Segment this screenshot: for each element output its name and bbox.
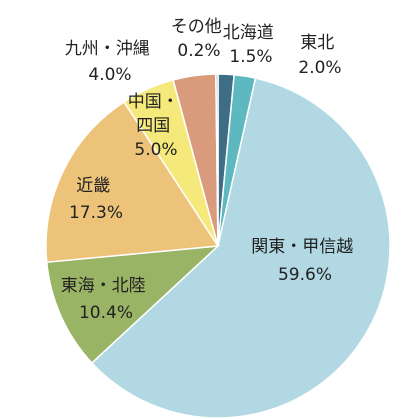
slice-label-kinki: 近畿 17.3% [69, 176, 123, 223]
slice-name-kanto-koshinetsu: 関東・甲信越 [251, 237, 353, 257]
slice-label-tokai-hokuriku: 東海・北陸 10.4% [61, 276, 151, 323]
slice-value-kinki: 17.3% [69, 203, 123, 223]
pie-labels: 北海道 1.5% 東北 2.0% 関東・甲信越 59.6% 東海・北陸 10.4… [61, 17, 358, 323]
slice-label-other: その他 0.2% [171, 17, 227, 61]
slice-value-tokai-hokuriku: 10.4% [79, 303, 133, 323]
slice-value-chugoku-shikoku: 5.0% [134, 140, 177, 160]
pie-slice-kanto-koshinetsu [90, 77, 391, 419]
slice-label-hokkaido: 北海道 1.5% [223, 23, 279, 67]
slice-value-tohoku: 2.0% [298, 58, 341, 78]
slice-name-tokai-hokuriku: 東海・北陸 [61, 276, 146, 296]
slice-name-kyushu-okinawa: 九州・沖縄 [65, 39, 150, 59]
slice-value-hokkaido: 1.5% [229, 47, 272, 67]
slice-label-kyushu-okinawa: 九州・沖縄 4.0% [65, 39, 155, 85]
slice-name-chugoku-shikoku-2: 四国 [136, 116, 170, 136]
slice-label-tohoku: 東北 2.0% [298, 33, 341, 78]
pie-slices [45, 73, 391, 419]
slice-name-kinki: 近畿 [76, 176, 110, 196]
slice-label-kanto-koshinetsu: 関東・甲信越 59.6% [251, 237, 358, 285]
slice-value-other: 0.2% [177, 41, 220, 61]
slice-name-other: その他 [171, 17, 222, 37]
pie-slice-other [215, 73, 219, 247]
pie-slice-kinki [45, 100, 220, 264]
slice-name-chugoku-shikoku-1: 中国・ [128, 92, 179, 112]
slice-value-kanto-koshinetsu: 59.6% [278, 265, 332, 285]
slice-name-tohoku: 東北 [300, 33, 334, 53]
slice-value-kyushu-okinawa: 4.0% [88, 65, 131, 85]
slice-name-hokkaido: 北海道 [223, 23, 274, 43]
slice-label-chugoku-shikoku: 中国・ 四国 5.0% [128, 92, 184, 160]
pie-slice-tokai-hokuriku [45, 245, 221, 365]
